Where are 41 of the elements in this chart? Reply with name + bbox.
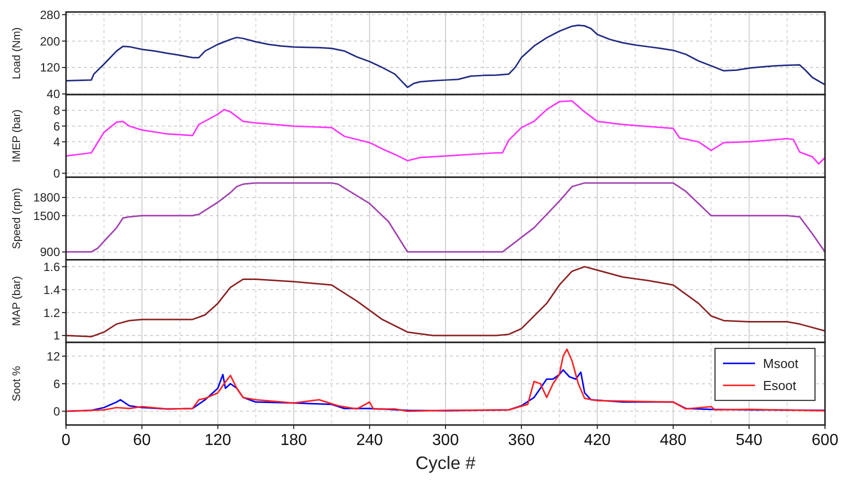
x-tick-label: 180 <box>280 432 308 449</box>
y-tick-label: 6 <box>53 376 60 391</box>
x-tick-label: 540 <box>736 432 763 449</box>
y-tick-label: 0 <box>53 404 60 418</box>
x-tick-label: 420 <box>584 432 611 449</box>
y-tick-label: 40 <box>46 87 60 102</box>
y-tick-label: 280 <box>40 8 60 22</box>
y-tick-label: 200 <box>40 34 60 48</box>
y-tick-label: 12 <box>46 349 60 364</box>
y-tick-label: 1.4 <box>43 282 60 297</box>
legend-label: Msoot <box>763 356 799 371</box>
x-tick-label: 300 <box>432 432 459 449</box>
y-tick-label: 900 <box>40 245 60 260</box>
y-axis-title: Speed (rpm) <box>11 188 23 250</box>
y-tick-label: 1 <box>53 328 60 343</box>
y-tick-label: 1800 <box>33 190 60 205</box>
y-tick-label: 8 <box>53 104 60 118</box>
y-axis-title: Soot % <box>11 366 23 402</box>
x-tick-label: 480 <box>660 432 687 449</box>
x-axis-title: Cycle # <box>415 453 476 473</box>
x-tick-label: 60 <box>133 432 151 449</box>
y-axis-title: IMEP (bar) <box>11 109 23 162</box>
y-tick-label: 1.2 <box>43 306 60 320</box>
x-tick-label: 120 <box>204 432 232 449</box>
x-tick-label: 360 <box>508 432 535 449</box>
line-series <box>66 182 825 253</box>
y-axis-title: Load (Nm) <box>11 27 23 80</box>
x-tick-label: 240 <box>356 432 384 449</box>
line-series <box>66 24 825 88</box>
x-tick-label: 600 <box>812 432 838 449</box>
y-tick-label: 0 <box>53 166 60 180</box>
y-tick-label: 1500 <box>33 208 60 223</box>
y-tick-label: 120 <box>40 60 60 75</box>
line-series <box>66 100 825 165</box>
y-tick-label: 4 <box>53 135 60 149</box>
line-series <box>66 266 825 338</box>
line-series <box>66 348 825 412</box>
y-axis-title: MAP (bar) <box>11 276 23 326</box>
y-tick-label: 1.6 <box>43 260 60 274</box>
y-tick-label: 6 <box>53 119 60 134</box>
legend-label: Esoot <box>763 378 797 393</box>
